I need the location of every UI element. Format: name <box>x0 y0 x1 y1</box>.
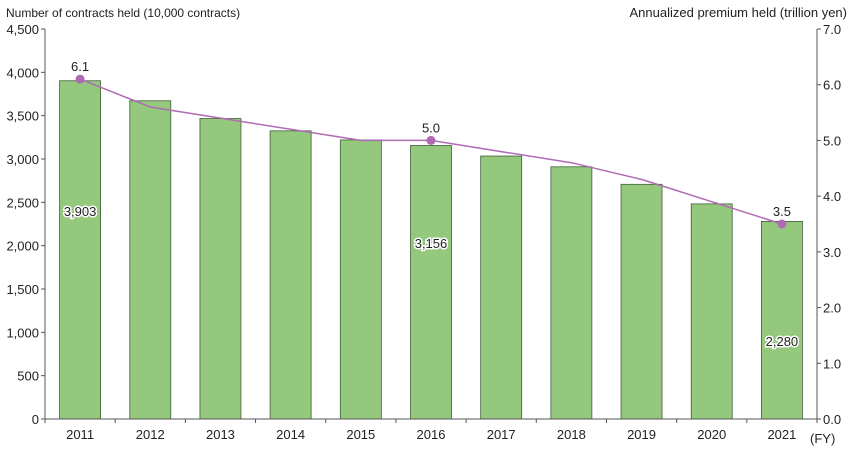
x-tick-label: 2012 <box>136 427 165 442</box>
bar-2019 <box>620 183 663 420</box>
x-unit-label: (FY) <box>810 431 835 446</box>
left-tick-label: 500 <box>17 369 39 384</box>
left-tick-label: 1,500 <box>6 282 39 297</box>
line-point-2011 <box>75 74 85 84</box>
right-tick-label: 7.0 <box>823 22 841 37</box>
left-tick-label: 3,000 <box>6 152 39 167</box>
right-tick-label: 6.0 <box>823 78 841 93</box>
line-point-2021 <box>777 219 787 229</box>
bar-2011 <box>59 80 101 420</box>
bar-2017 <box>480 155 523 420</box>
left-axis-title: Number of contracts held (10,000 contrac… <box>6 6 240 20</box>
bar-2018 <box>550 166 593 420</box>
bar-2015 <box>339 139 382 420</box>
right-axis-title: Annualized premium held (trillion yen) <box>630 5 848 20</box>
bar-2014 <box>269 130 312 420</box>
right-tick-label: 3.0 <box>823 245 841 260</box>
bar-2013 <box>199 118 242 420</box>
right-tick-label: 4.0 <box>823 189 841 204</box>
chart-marks: 0 500 1,000 1,500 2,000 2,500 3,000 3,500 4,000 4… <box>6 22 841 442</box>
x-tick-label: 2015 <box>346 427 375 442</box>
right-tick-label: 5.0 <box>823 133 841 148</box>
x-tick-label: 2016 <box>417 427 446 442</box>
line-point-2016 <box>426 135 436 145</box>
bar-data-label: 3,156 <box>415 236 448 251</box>
left-tick-label: 2,500 <box>6 195 39 210</box>
x-tick-label: 2019 <box>627 427 656 442</box>
line-data-label: 3.5 <box>773 204 791 219</box>
bar-2021 <box>761 220 803 420</box>
line-data-label: 5.0 <box>422 120 440 135</box>
left-tick-label: 2,000 <box>6 239 39 254</box>
x-tick-label: 2013 <box>206 427 235 442</box>
x-tick-label: 2017 <box>487 427 516 442</box>
bar-2016 <box>410 145 452 420</box>
right-tick-label: 2.0 <box>823 301 841 316</box>
x-tick-label: 2014 <box>276 427 305 442</box>
x-tick-label: 2011 <box>66 427 94 442</box>
right-tick-label: 1.0 <box>823 356 841 371</box>
bar-2012 <box>129 100 172 420</box>
bar-data-label: 3,903 <box>64 204 97 219</box>
x-tick-label: 2021 <box>767 427 796 442</box>
left-tick-label: 0 <box>32 412 39 427</box>
x-tick-label: 2018 <box>557 427 586 442</box>
bar-data-label: 2,280 <box>766 334 799 349</box>
x-tick-label: 2020 <box>697 427 726 442</box>
left-tick-label: 4,000 <box>6 65 39 80</box>
bar-2020 <box>690 203 733 420</box>
line-data-label: 6.1 <box>71 59 89 74</box>
left-tick-label: 3,500 <box>6 109 39 124</box>
left-tick-label: 1,000 <box>6 325 39 340</box>
right-tick-label: 0.0 <box>823 412 841 427</box>
left-tick-label: 4,500 <box>6 22 39 37</box>
